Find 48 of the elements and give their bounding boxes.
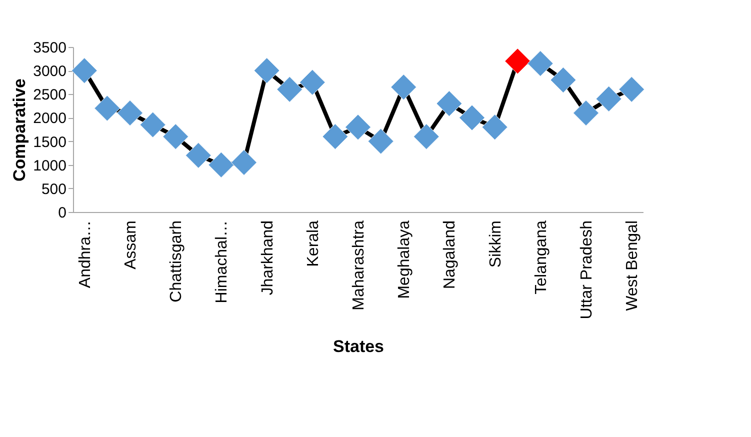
point bbox=[459, 104, 485, 131]
point bbox=[231, 150, 257, 176]
point bbox=[390, 74, 417, 100]
point bbox=[345, 114, 371, 140]
point bbox=[322, 124, 348, 150]
point bbox=[117, 100, 143, 126]
y-tick-label: 500 bbox=[41, 180, 66, 198]
point bbox=[254, 58, 280, 84]
point bbox=[368, 128, 394, 154]
y-tick-label: 1500 bbox=[33, 134, 66, 151]
x-tick-label: Assam bbox=[122, 220, 140, 270]
y-tick-label: 2500 bbox=[33, 86, 66, 104]
x-tick-label: Chattisgarh bbox=[168, 220, 186, 302]
x-tick-label: West Bengal bbox=[624, 220, 642, 311]
point bbox=[504, 48, 531, 74]
x-tick-label: Maharashtra bbox=[350, 220, 368, 310]
y-tick-label: 3500 bbox=[33, 40, 66, 56]
x-tick-label: Andhra… bbox=[76, 220, 94, 288]
point bbox=[436, 90, 462, 117]
point bbox=[618, 76, 645, 102]
x-tick-label: Telangana bbox=[532, 220, 550, 294]
point bbox=[94, 95, 120, 122]
x-tick-label: Uttar Pradesh bbox=[578, 220, 596, 320]
y-tick-label: 0 bbox=[58, 204, 66, 222]
y-tick-label: 2000 bbox=[33, 110, 66, 128]
x-tick-label: Himachal… bbox=[214, 220, 231, 304]
point bbox=[140, 112, 166, 138]
x-tick-label: Jharkhand bbox=[259, 220, 276, 296]
x-tick-label: Kerala bbox=[304, 220, 322, 267]
x-axis-title: States bbox=[332, 337, 384, 356]
point bbox=[527, 50, 554, 76]
point bbox=[482, 114, 508, 140]
point bbox=[71, 58, 98, 84]
y-tick-label: 1000 bbox=[33, 157, 66, 174]
point bbox=[413, 124, 440, 150]
y-axis-title: Comparative bbox=[10, 78, 30, 182]
point bbox=[573, 100, 599, 126]
point bbox=[299, 69, 326, 96]
point bbox=[185, 142, 212, 168]
x-tick-label: Nagaland bbox=[442, 220, 459, 289]
x-tick-label: Meghalaya bbox=[396, 220, 414, 299]
y-tick-label: 3000 bbox=[33, 63, 66, 80]
point bbox=[162, 124, 189, 150]
x-tick-label: Sikkim bbox=[487, 220, 504, 268]
point bbox=[276, 76, 303, 102]
point bbox=[208, 152, 234, 178]
point bbox=[550, 67, 576, 93]
point bbox=[596, 86, 622, 112]
